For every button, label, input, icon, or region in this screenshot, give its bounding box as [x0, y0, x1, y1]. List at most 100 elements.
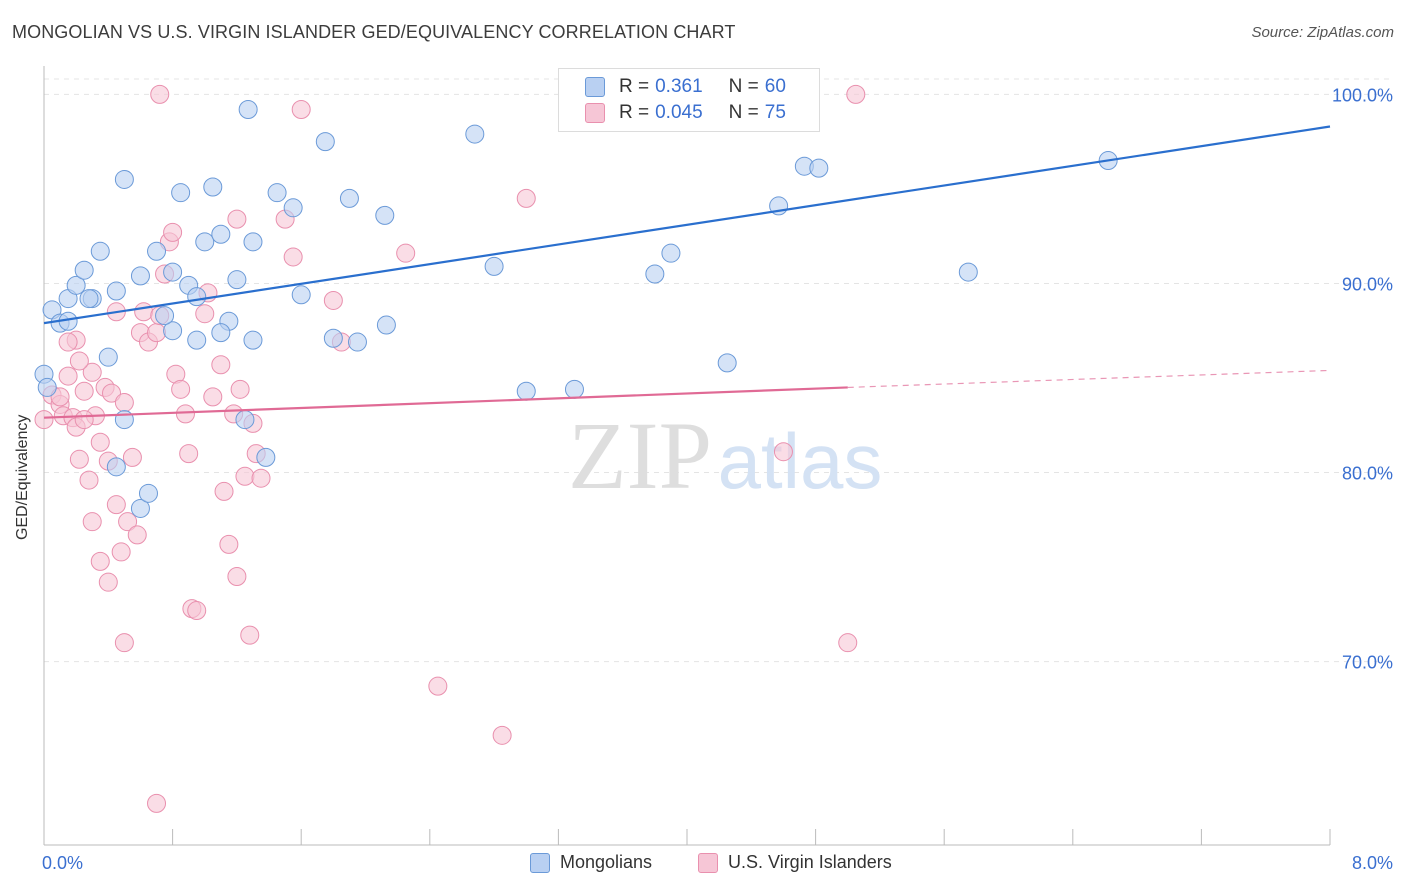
data-point	[315, 132, 335, 152]
legend-swatch-blue	[585, 77, 605, 97]
bottom-legend-swatch-blue	[530, 852, 550, 873]
data-point	[238, 99, 258, 119]
data-point	[114, 410, 134, 430]
data-point	[211, 323, 231, 343]
data-point	[118, 512, 138, 532]
data-point	[773, 442, 793, 462]
legend-r-label: R =	[619, 76, 650, 97]
data-point	[82, 362, 102, 382]
data-point	[243, 232, 263, 252]
data-point	[74, 381, 94, 401]
data-point	[74, 410, 94, 430]
data-point	[339, 188, 359, 208]
data-point	[175, 404, 195, 424]
data-point	[122, 447, 142, 467]
data-point	[69, 449, 89, 469]
data-point	[838, 633, 858, 653]
data-point	[34, 410, 54, 430]
y-tick-label: 80.0%	[1342, 464, 1393, 484]
data-point	[661, 243, 681, 263]
data-point	[195, 232, 215, 252]
data-point	[227, 567, 247, 587]
data-point	[82, 512, 102, 532]
data-point	[283, 198, 303, 218]
data-point	[492, 725, 512, 745]
data-point	[235, 466, 255, 486]
data-point	[130, 266, 150, 286]
data-point	[163, 321, 183, 341]
y-tick-label: 90.0%	[1342, 274, 1393, 294]
data-point	[58, 332, 78, 352]
bottom-legend-label-virgin-islanders: U.S. Virgin Islanders	[728, 852, 892, 872]
data-point	[465, 124, 485, 144]
legend-n-label: N =	[728, 76, 759, 97]
data-point	[203, 177, 223, 197]
data-point	[58, 366, 78, 386]
trend-line-virgin-islanders-extension	[847, 369, 1331, 389]
legend-r-value-mongolians: 0.361	[655, 76, 703, 97]
data-point	[150, 84, 170, 104]
data-point	[79, 470, 99, 490]
data-point	[187, 601, 207, 621]
data-point	[219, 534, 239, 554]
data-point	[98, 347, 118, 367]
tick-labels: 70.0% 80.0% 90.0% 100.0% 0.0% 8.0%	[42, 85, 1393, 873]
data-point	[147, 793, 167, 813]
watermark-atlas: atlas	[718, 417, 883, 505]
data-point	[50, 387, 70, 407]
data-point	[516, 381, 536, 401]
data-point	[809, 158, 829, 178]
data-point	[251, 468, 271, 488]
watermark-zip: ZIP	[568, 402, 712, 509]
data-point	[90, 432, 110, 452]
data-point	[376, 315, 396, 335]
legend-row-mongolians: R = 0.361 N = 60	[585, 73, 786, 101]
data-point	[179, 444, 199, 464]
data-point	[106, 457, 126, 477]
data-point	[717, 353, 737, 373]
data-point	[243, 330, 263, 350]
data-point	[211, 224, 231, 244]
data-point	[37, 377, 57, 397]
data-point	[163, 222, 183, 242]
data-point	[130, 498, 150, 518]
data-point	[111, 542, 131, 562]
data-point	[98, 572, 118, 592]
legend-r-label: R =	[619, 102, 650, 123]
gridlines	[44, 78, 1392, 663]
data-point	[171, 183, 191, 203]
watermark: ZIP atlas	[568, 402, 882, 509]
data-point	[102, 383, 122, 403]
data-point	[147, 323, 167, 343]
chart-title: MONGOLIAN VS U.S. VIRGIN ISLANDER GED/EQ…	[12, 22, 736, 42]
bottom-legend-mongolians: Mongolians	[530, 852, 652, 873]
data-point	[187, 287, 207, 307]
data-point	[958, 262, 978, 282]
data-point	[211, 355, 231, 375]
bottom-legend-label-mongolians: Mongolians	[560, 852, 653, 872]
legend-n-value-mongolians: 60	[764, 76, 786, 97]
data-point	[79, 289, 99, 309]
trend-lines	[43, 125, 1331, 419]
legend-r-value-virgin-islanders: 0.045	[655, 102, 703, 123]
legend-swatch-pink	[585, 103, 605, 123]
data-point	[323, 328, 343, 348]
data-point	[171, 379, 191, 399]
data-point	[227, 209, 247, 229]
data-point	[235, 410, 255, 430]
data-point	[106, 281, 126, 301]
bottom-legend-virgin-islanders: U.S. Virgin Islanders	[698, 852, 892, 873]
data-point	[203, 387, 223, 407]
data-point	[114, 633, 134, 653]
legend-n-value-virgin-islanders: 75	[764, 102, 786, 123]
y-tick-label: 70.0%	[1342, 653, 1393, 673]
data-point	[323, 290, 343, 310]
data-point	[291, 99, 311, 119]
data-point	[74, 260, 94, 280]
trend-line-virgin-islanders	[43, 386, 848, 419]
data-point	[291, 285, 311, 305]
data-point	[147, 241, 167, 261]
data-point	[195, 304, 215, 324]
data-point	[347, 332, 367, 352]
